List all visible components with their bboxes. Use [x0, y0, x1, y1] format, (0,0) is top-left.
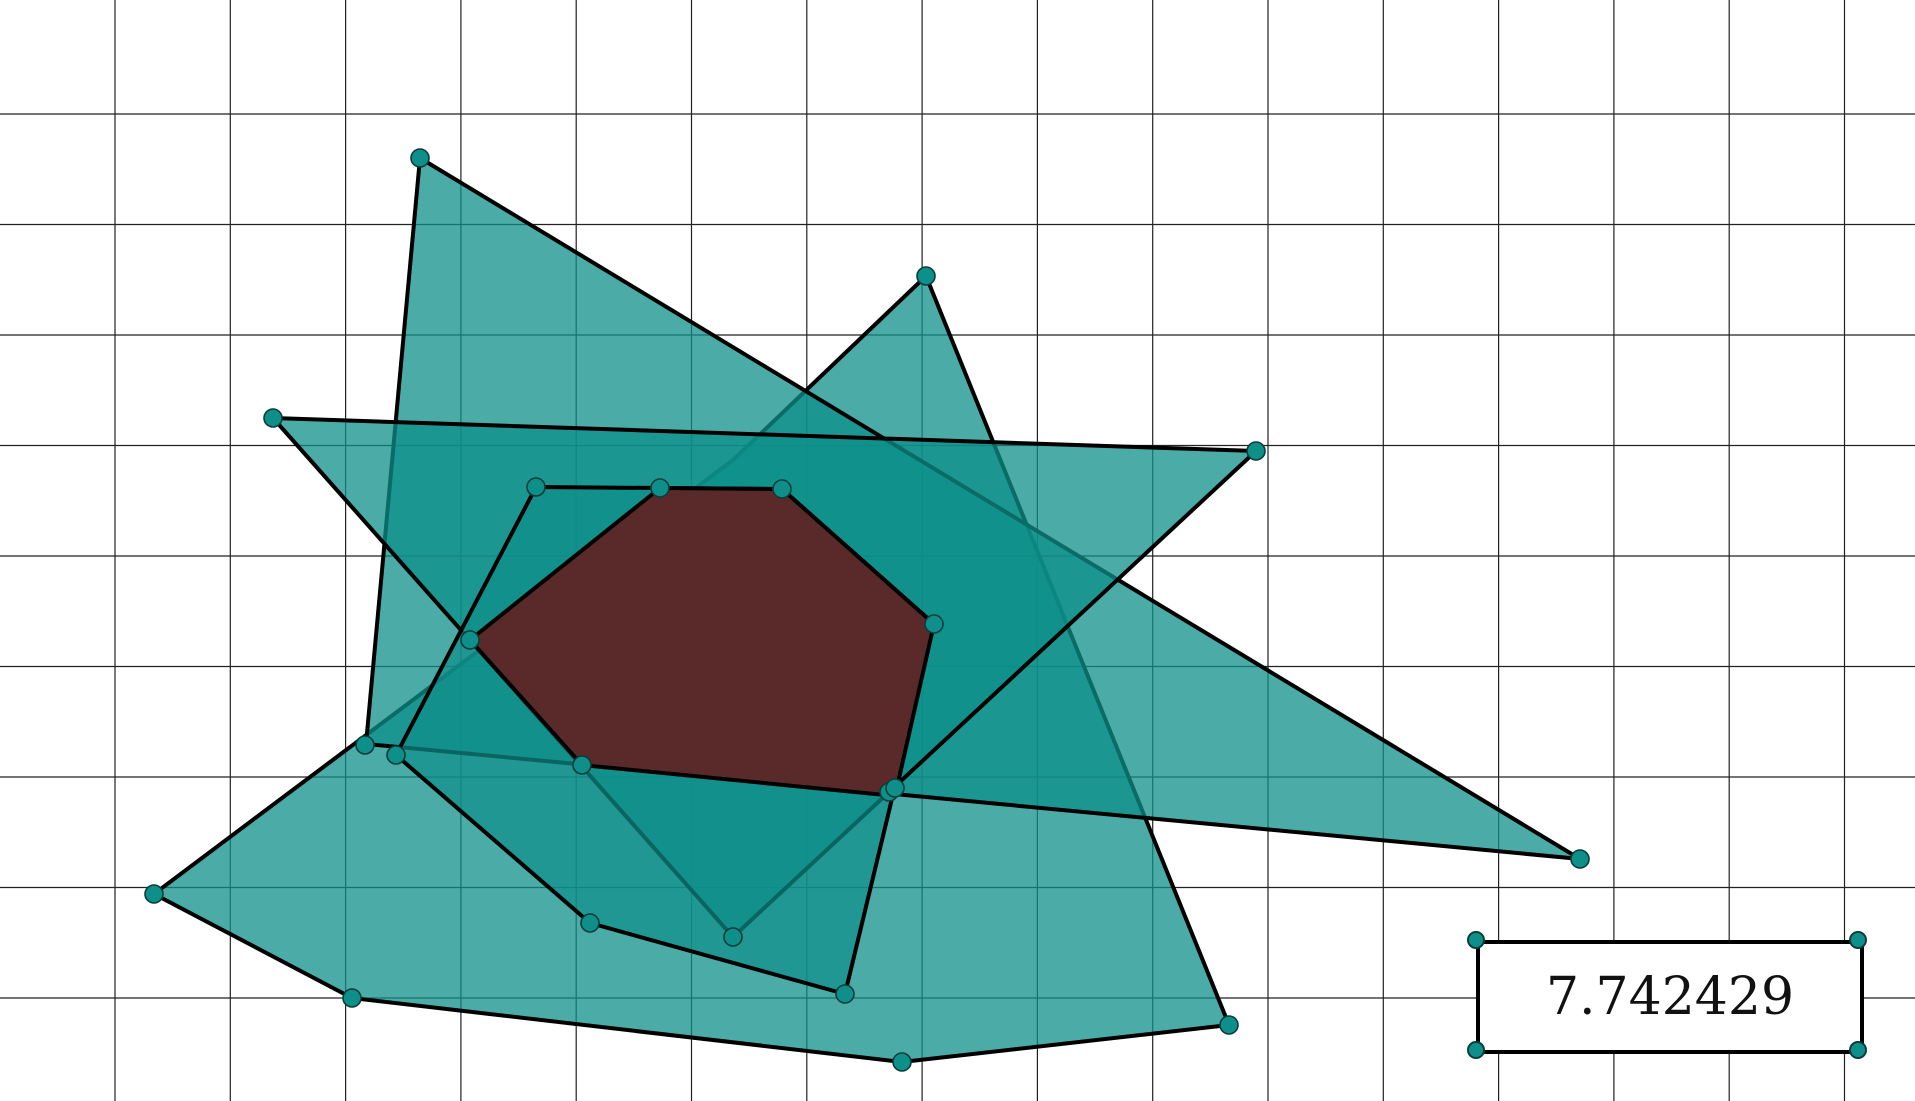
vertex-point[interactable] — [342, 988, 362, 1008]
vertex-point[interactable] — [580, 913, 600, 933]
readout-corner-top-right[interactable] — [1849, 931, 1867, 949]
vertex-point[interactable] — [916, 266, 936, 286]
vertex-point[interactable] — [892, 1052, 912, 1072]
readout-corner-bottom-left[interactable] — [1467, 1041, 1485, 1059]
vertex-point[interactable] — [723, 927, 743, 947]
readout-corner-top-left[interactable] — [1467, 931, 1485, 949]
readout-corner-bottom-right[interactable] — [1849, 1041, 1867, 1059]
vertex-point[interactable] — [144, 884, 164, 904]
vertex-point[interactable] — [772, 479, 792, 499]
polygon-layer — [152, 156, 1582, 1064]
vertex-point[interactable] — [526, 477, 546, 497]
vertex-point[interactable] — [1570, 849, 1590, 869]
measurement-value: 7.742429 — [1545, 967, 1795, 1027]
vertex-point[interactable] — [885, 778, 905, 798]
vertex-point[interactable] — [572, 755, 592, 775]
vertex-point[interactable] — [263, 408, 283, 428]
measurement-readout[interactable]: 7.742429 — [1476, 940, 1864, 1054]
vertex-point[interactable] — [410, 148, 430, 168]
vertex-point[interactable] — [355, 735, 375, 755]
vertex-point[interactable] — [835, 984, 855, 1004]
vertex-point[interactable] — [650, 478, 670, 498]
vertex-point[interactable] — [924, 614, 944, 634]
vertex-point[interactable] — [1219, 1015, 1239, 1035]
vertex-points — [144, 148, 1590, 1072]
vertex-point[interactable] — [460, 630, 480, 650]
vertex-point[interactable] — [1246, 441, 1266, 461]
vertex-point[interactable] — [386, 745, 406, 765]
